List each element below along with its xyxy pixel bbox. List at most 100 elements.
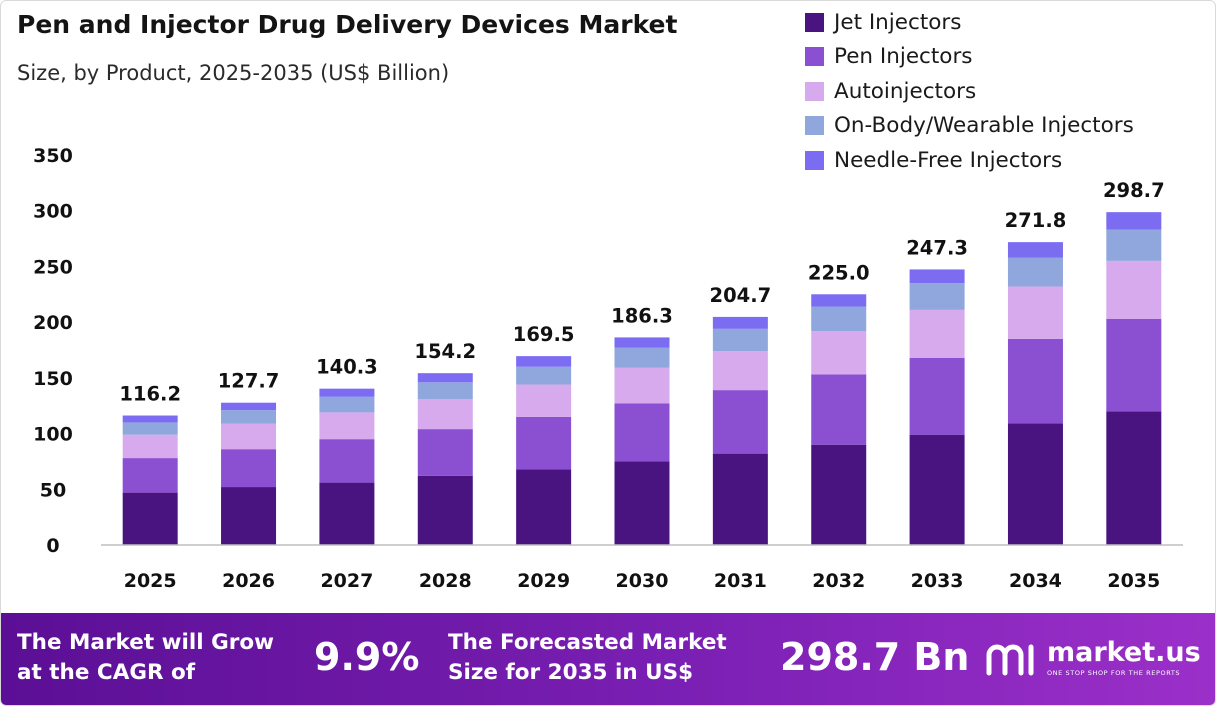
bar-segment-on-body-wearable-injectors	[122, 422, 178, 435]
y-tick-label: 300	[33, 201, 73, 223]
forecast-text: The Forecasted Market Size for 2035 in U…	[448, 628, 727, 688]
legend: Jet Injectors Pen Injectors Autoinjector…	[805, 5, 1134, 178]
bar-segment-jet-injectors	[221, 487, 277, 545]
bar-segment-needle-free-injectors	[1007, 242, 1063, 258]
bar-total-label: 271.8	[1005, 209, 1067, 232]
bar-segment-on-body-wearable-injectors	[1007, 257, 1063, 287]
x-tick-label: 2030	[616, 570, 669, 592]
bar-total-label: 186.3	[611, 304, 673, 327]
brand-logo[interactable]: market.us ONE STOP SHOP FOR THE REPORTS	[985, 639, 1201, 677]
bar-segment-pen-injectors	[516, 416, 572, 470]
legend-label: Needle-Free Injectors	[834, 147, 1063, 173]
x-tick-label: 2034	[1009, 570, 1062, 592]
bar-segment-on-body-wearable-injectors	[811, 306, 867, 332]
bar-segment-autoinjectors	[417, 399, 473, 430]
x-tick-label: 2027	[320, 570, 373, 592]
bar-segment-pen-injectors	[614, 403, 670, 462]
legend-item-needle-free-injectors: Needle-Free Injectors	[805, 143, 1134, 178]
bar-total-label: 127.7	[218, 370, 280, 393]
bar-segment-jet-injectors	[417, 475, 473, 545]
x-tick-label: 2029	[517, 570, 570, 592]
bar-segment-jet-injectors	[122, 492, 178, 545]
forecast-value: 298.7 Bn	[780, 635, 970, 679]
bar-segment-pen-injectors	[712, 390, 768, 454]
bar-segment-jet-injectors	[712, 453, 768, 545]
legend-label: Autoinjectors	[834, 78, 977, 104]
bar-segment-autoinjectors	[1007, 286, 1063, 339]
bar-segment-on-body-wearable-injectors	[909, 283, 965, 310]
bar-segment-pen-injectors	[1106, 318, 1162, 412]
bar-segment-autoinjectors	[811, 331, 867, 375]
bar-total-label: 116.2	[119, 383, 181, 406]
bar-segment-needle-free-injectors	[319, 388, 375, 397]
bar-segment-on-body-wearable-injectors	[712, 328, 768, 352]
y-tick-label: 50	[40, 479, 66, 501]
legend-item-autoinjectors: Autoinjectors	[805, 74, 1134, 109]
bar-segment-jet-injectors	[909, 434, 965, 545]
x-tick-label: 2031	[714, 570, 767, 592]
bar-segment-autoinjectors	[909, 309, 965, 358]
brand-tagline: ONE STOP SHOP FOR THE REPORTS	[1047, 669, 1181, 677]
bar-segment-jet-injectors	[1007, 423, 1063, 545]
bar-segment-autoinjectors	[319, 412, 375, 440]
bar-segment-on-body-wearable-injectors	[1106, 229, 1162, 261]
stacked-bar-chart: 0 50 100 150 200 250 300 350 116.2 2025 127.7 2026 1…	[33, 145, 1183, 592]
bar-segment-jet-injectors	[1106, 411, 1162, 545]
bar-segment-pen-injectors	[909, 357, 965, 435]
x-tick-label: 2033	[911, 570, 964, 592]
legend-label: Jet Injectors	[834, 9, 962, 35]
summary-banner: The Market will Grow at the CAGR of 9.9%…	[1, 613, 1215, 705]
x-tick-label: 2026	[222, 570, 275, 592]
bar-segment-pen-injectors	[319, 439, 375, 483]
bar-segment-needle-free-injectors	[909, 269, 965, 284]
bar-total-label: 140.3	[316, 356, 378, 379]
forecast-text-line-1: The Forecasted Market	[448, 630, 727, 655]
bar-segment-needle-free-injectors	[1106, 212, 1162, 230]
bar-segment-jet-injectors	[811, 444, 867, 545]
bar-segment-jet-injectors	[319, 482, 375, 545]
brand-text: market.us ONE STOP SHOP FOR THE REPORTS	[1047, 637, 1201, 678]
bar-segment-needle-free-injectors	[811, 294, 867, 307]
legend-item-pen-injectors: Pen Injectors	[805, 40, 1134, 75]
bar-total-label: 154.2	[414, 340, 476, 363]
legend-swatch	[805, 12, 824, 32]
bar-segment-on-body-wearable-injectors	[516, 366, 572, 385]
x-tick-label: 2032	[812, 570, 865, 592]
y-tick-label: 100	[33, 424, 73, 446]
forecast-text-line-2: Size for 2035 in US$	[448, 660, 694, 685]
y-tick-label: 0	[46, 535, 59, 557]
bar-segment-jet-injectors	[614, 461, 670, 545]
y-tick-label: 350	[33, 145, 73, 167]
bar-segment-on-body-wearable-injectors	[221, 410, 277, 424]
legend-label: On-Body/Wearable Injectors	[834, 113, 1134, 139]
bar-segment-pen-injectors	[122, 458, 178, 493]
bar-total-label: 247.3	[906, 236, 968, 259]
bar-segment-autoinjectors	[712, 351, 768, 391]
x-tick-label: 2035	[1107, 570, 1160, 592]
cagr-value: 9.9%	[314, 635, 420, 679]
y-tick-label: 150	[33, 368, 73, 390]
x-tick-label: 2028	[419, 570, 472, 592]
market-us-logo-icon	[986, 644, 1034, 676]
bar-segment-autoinjectors	[516, 384, 572, 417]
bar-segment-on-body-wearable-injectors	[614, 347, 670, 368]
bar-segment-jet-injectors	[516, 469, 572, 545]
bar-segment-autoinjectors	[614, 367, 670, 404]
bar-segment-needle-free-injectors	[712, 316, 768, 329]
bar-total-label: 298.7	[1103, 179, 1165, 202]
bar-total-label: 204.7	[710, 284, 772, 307]
bar-total-label: 225.0	[808, 261, 870, 284]
bar-segment-needle-free-injectors	[417, 373, 473, 383]
y-tick-label: 200	[33, 312, 73, 334]
legend-swatch	[805, 116, 824, 136]
bar-segment-autoinjectors	[221, 423, 277, 450]
legend-swatch	[805, 81, 824, 101]
legend-item-jet-injectors: Jet Injectors	[805, 5, 1134, 40]
bar-total-label: 169.5	[513, 323, 575, 346]
bar-segment-needle-free-injectors	[614, 337, 670, 348]
brand-name: market.us	[1047, 637, 1201, 668]
chart-title: Pen and Injector Drug Delivery Devices M…	[17, 10, 678, 39]
y-tick-label: 250	[33, 256, 73, 278]
chart-subtitle: Size, by Product, 2025-2035 (US$ Billion…	[17, 61, 450, 85]
